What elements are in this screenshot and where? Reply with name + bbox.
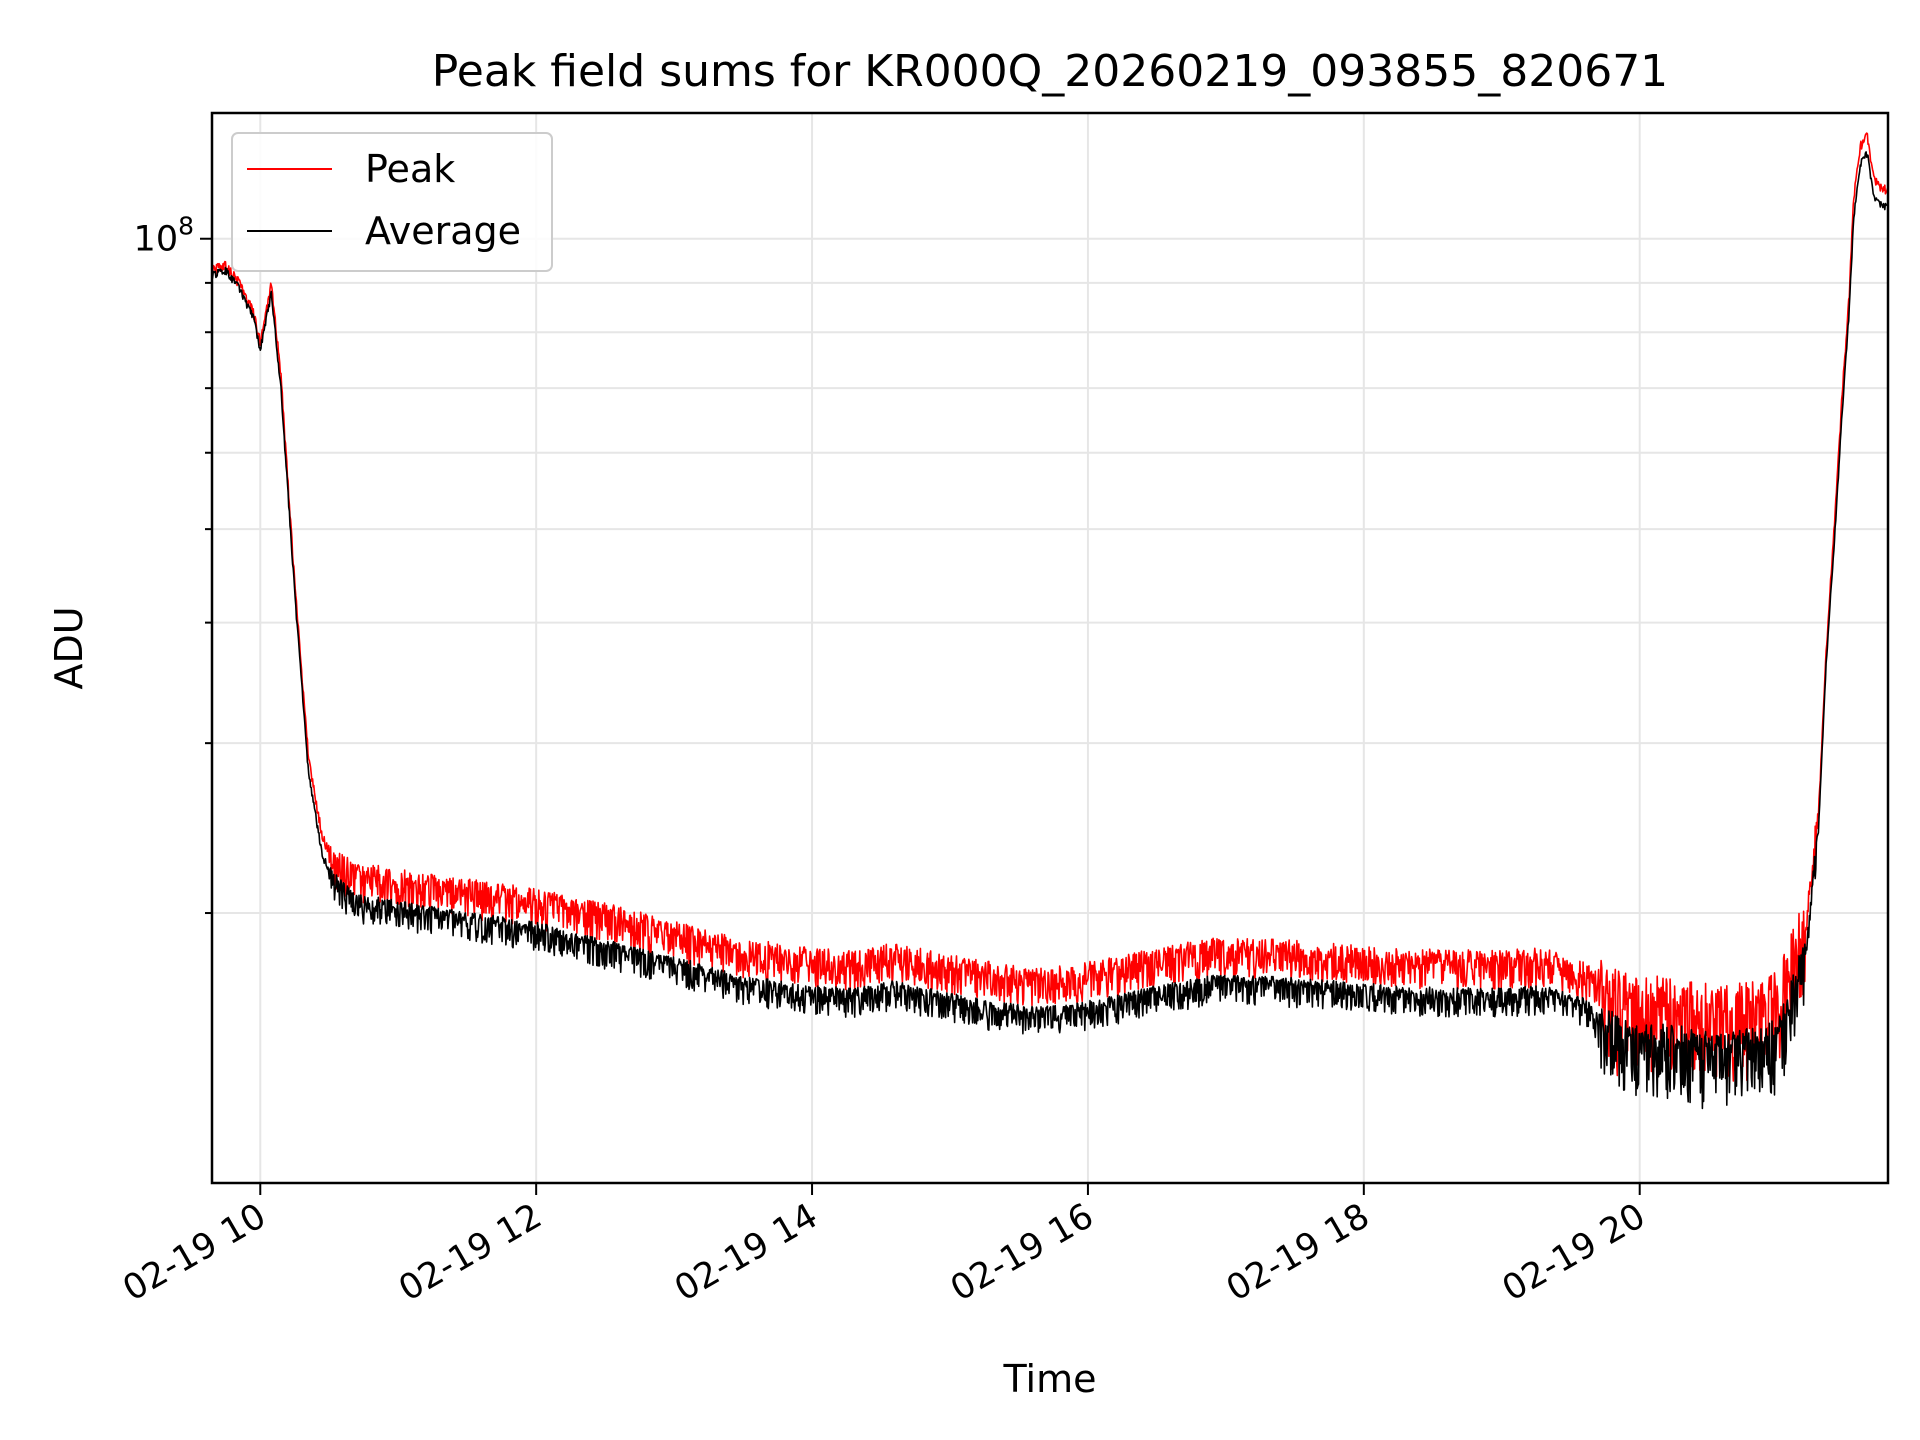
chart-title: Peak field sums for KR000Q_20260219_0938… <box>432 46 1668 97</box>
series-line-average <box>211 151 1889 1110</box>
legend-box <box>231 132 553 272</box>
series-layer <box>211 132 1889 1110</box>
y-axis-label: ADU <box>47 606 91 689</box>
y-tick-label: 108 <box>134 212 194 260</box>
plot-frame <box>210 111 1890 1185</box>
series-line-peak <box>211 132 1889 1088</box>
grid-lines <box>212 113 1888 1183</box>
legend-label-peak: Peak <box>365 147 455 191</box>
legend: Peak Average <box>231 132 553 272</box>
x-axis-label: Time <box>1003 1357 1097 1401</box>
legend-label-average: Average <box>365 209 521 253</box>
